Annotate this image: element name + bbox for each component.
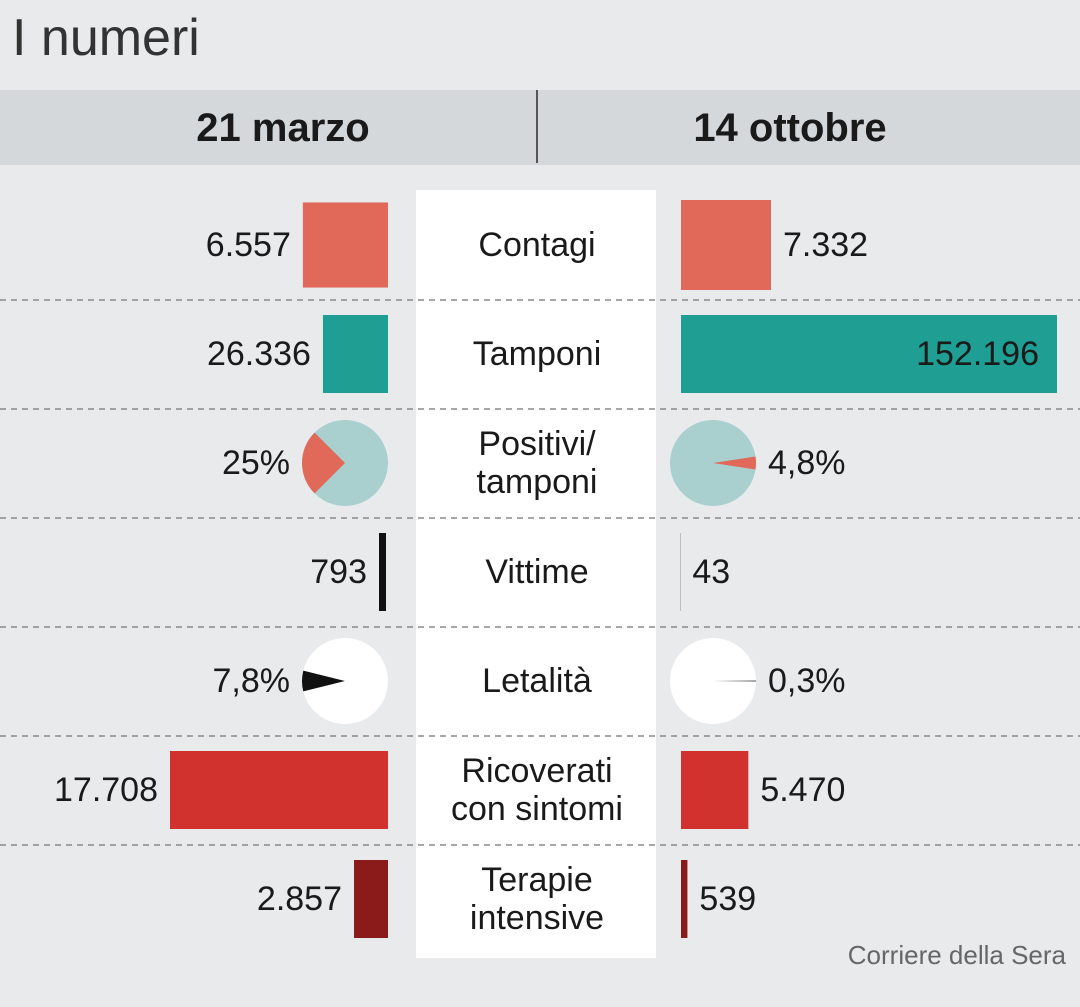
source: Corriere della Sera — [847, 940, 1066, 970]
pie-slice — [713, 680, 757, 682]
row-label: Tamponi — [472, 335, 602, 373]
value-label: 4,8% — [768, 444, 846, 482]
row-label: Terapie intensive — [469, 861, 605, 937]
value-label: 17.708 — [54, 771, 158, 809]
bar — [354, 860, 388, 938]
value-label: 793 — [310, 553, 367, 591]
square — [302, 202, 388, 288]
value-label: 6.557 — [205, 226, 291, 264]
line — [379, 533, 386, 611]
bar — [170, 751, 388, 829]
value-label: 25% — [221, 444, 290, 482]
value-label: 152.196 — [916, 335, 1039, 373]
row-label: Ricoverati con sintomi — [451, 752, 623, 828]
column-header: 21 marzo — [196, 106, 370, 150]
pie-slice — [302, 432, 345, 494]
row-label: Vittime — [485, 553, 589, 591]
value-label: 0,3% — [768, 662, 846, 700]
bar — [681, 751, 749, 829]
value-label: 26.336 — [206, 335, 311, 373]
label-column — [416, 190, 656, 958]
row-label: Positivi/ tamponi — [476, 425, 598, 501]
value-label: 539 — [699, 880, 757, 918]
chart-title: I numeri — [12, 9, 200, 67]
square — [681, 200, 771, 290]
bar — [681, 315, 1057, 393]
value-label: 7,8% — [212, 662, 291, 700]
pie-slice — [713, 456, 756, 470]
value-label: 2.857 — [256, 880, 342, 918]
value-label: 7.332 — [783, 226, 869, 264]
bar — [681, 860, 688, 938]
header-band — [0, 90, 1080, 165]
row-label: Contagi — [478, 226, 596, 264]
value-label: 43 — [692, 553, 731, 591]
bar — [322, 315, 388, 393]
value-label: 5.470 — [760, 771, 846, 809]
pie-slice — [301, 670, 345, 692]
column-header: 14 ottobre — [693, 106, 887, 150]
row-label: Letalità — [482, 662, 592, 700]
